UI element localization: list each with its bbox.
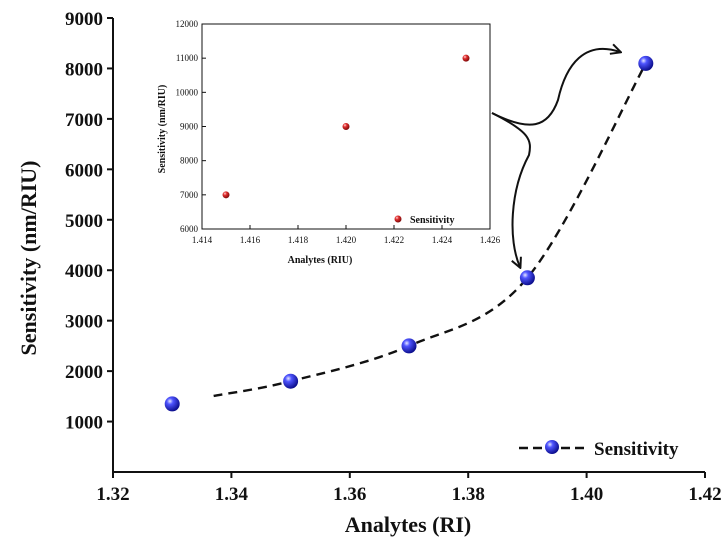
main-tick-labels: 1.32 1.34 1.36 1.38 1.40 1.42 1000 2000 3000 4000… bbox=[65, 9, 722, 505]
inset-legend-label: Sensitivity bbox=[410, 215, 454, 226]
inset-x-tick-label: 1.414 bbox=[192, 235, 213, 245]
main-y-axis-label: Sensitivity (nm/RIU) bbox=[16, 161, 41, 356]
main-y-tick-label: 9000 bbox=[65, 9, 103, 30]
main-data-point bbox=[164, 396, 180, 412]
main-data-point bbox=[401, 338, 417, 354]
main-x-tick-label: 1.40 bbox=[570, 484, 603, 505]
legend-label: Sensitivity bbox=[594, 439, 679, 460]
main-series-line bbox=[213, 62, 647, 398]
inset-y-tick-label: 9000 bbox=[180, 122, 199, 132]
inset-y-tick-label: 7000 bbox=[180, 190, 199, 200]
inset-tick-labels: 1.414 1.416 1.418 1.420 1.422 1.424 1.426 6000 7… bbox=[176, 19, 501, 245]
main-dashed-line bbox=[213, 62, 647, 398]
main-axes bbox=[107, 17, 706, 478]
inset-y-tick-label: 8000 bbox=[180, 156, 199, 166]
inset-y-tick-label: 12000 bbox=[176, 19, 199, 29]
inset-axes bbox=[201, 23, 491, 230]
inset-x-tick-label: 1.420 bbox=[336, 235, 357, 245]
inset-x-tick-label: 1.418 bbox=[288, 235, 309, 245]
legend-marker bbox=[545, 440, 559, 454]
main-y-tick-label: 4000 bbox=[65, 261, 103, 282]
main-x-tick-label: 1.32 bbox=[96, 484, 129, 505]
main-y-tick-label: 5000 bbox=[65, 211, 103, 232]
main-y-tick-label: 8000 bbox=[65, 59, 103, 80]
inset-y-tick-label: 11000 bbox=[176, 53, 199, 63]
arrow-to-upper-point bbox=[491, 49, 620, 126]
inset-legend-marker bbox=[394, 215, 402, 223]
inset-y-tick-label: 10000 bbox=[176, 87, 199, 97]
inset-x-tick-label: 1.424 bbox=[432, 235, 453, 245]
inset-x-tick-label: 1.422 bbox=[384, 235, 404, 245]
annotation-arrows bbox=[491, 49, 620, 267]
main-y-tick-label: 7000 bbox=[65, 110, 103, 131]
main-x-tick-label: 1.34 bbox=[215, 484, 249, 505]
inset-data-point bbox=[222, 191, 230, 199]
main-series-points bbox=[164, 55, 654, 412]
inset-x-tick-label: 1.426 bbox=[480, 235, 501, 245]
inset-data-point bbox=[342, 123, 350, 130]
main-y-tick-label: 1000 bbox=[65, 413, 103, 434]
inset-legend: Sensitivity bbox=[394, 215, 454, 226]
main-data-point bbox=[638, 55, 654, 71]
inset-data-point bbox=[462, 54, 470, 62]
inset-series-points bbox=[222, 54, 470, 199]
arrow-to-lower-point bbox=[491, 112, 531, 267]
main-legend: Sensitivity bbox=[519, 439, 679, 460]
main-x-tick-label: 1.42 bbox=[688, 484, 721, 505]
main-y-tick-label: 6000 bbox=[65, 160, 103, 181]
inset-y-tick-label: 6000 bbox=[180, 224, 199, 234]
main-data-point bbox=[283, 373, 299, 389]
main-data-point bbox=[519, 270, 535, 286]
main-y-tick-label: 2000 bbox=[65, 362, 103, 383]
main-x-tick-label: 1.36 bbox=[333, 484, 366, 505]
main-x-axis-label: Analytes (RI) bbox=[345, 512, 472, 537]
inset-x-axis-label: Analytes (RIU) bbox=[288, 255, 353, 266]
inset-x-tick-label: 1.416 bbox=[240, 235, 261, 245]
inset-y-axis-label: Sensitivity (nm/RIU) bbox=[157, 85, 168, 174]
main-y-tick-label: 3000 bbox=[65, 312, 103, 333]
main-x-tick-label: 1.38 bbox=[452, 484, 485, 505]
